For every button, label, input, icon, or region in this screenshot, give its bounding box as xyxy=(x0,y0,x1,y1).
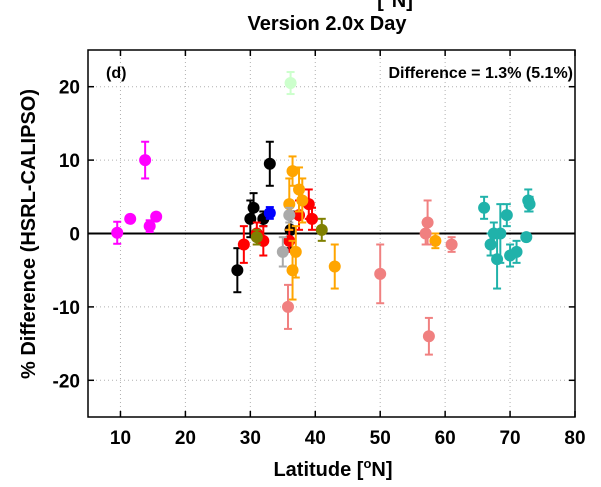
data-point xyxy=(124,212,137,225)
data-point xyxy=(306,212,319,225)
data-point xyxy=(315,223,328,236)
data-point xyxy=(419,227,432,240)
data-point xyxy=(139,154,152,167)
data-point xyxy=(263,157,276,170)
data-series xyxy=(250,217,328,246)
data-point xyxy=(276,245,289,258)
data-point xyxy=(250,231,263,244)
data-point xyxy=(289,245,302,258)
data-point xyxy=(520,231,533,244)
y-tick-label: 0 xyxy=(69,225,80,246)
x-axis-title-sup: o xyxy=(363,456,371,471)
data-point xyxy=(284,77,297,90)
data-point xyxy=(150,210,163,223)
data-series xyxy=(111,140,163,245)
data-series xyxy=(276,206,296,268)
data-point xyxy=(231,264,244,277)
y-axis-title: % Difference (HSRL-CALIPSO) xyxy=(18,89,40,379)
difference-annotation: Difference = 1.3% (5.1%) xyxy=(388,65,573,82)
data-point xyxy=(143,220,156,233)
chart-title-top: [°N] xyxy=(377,0,413,12)
x-tick-label: 60 xyxy=(435,428,456,449)
data-series xyxy=(263,206,276,220)
x-axis-title-tail: N] xyxy=(371,459,392,481)
data-point xyxy=(494,227,507,240)
data-series xyxy=(284,71,297,96)
data-series xyxy=(281,199,458,356)
y-tick-label: -10 xyxy=(53,298,80,319)
data-point xyxy=(510,245,523,258)
x-axis-title: Latitude [oN] xyxy=(273,456,392,481)
data-point xyxy=(422,330,435,343)
chart-title: Version 2.0x Day xyxy=(248,13,408,35)
panel-label: (d) xyxy=(106,65,126,82)
y-tick-label: -20 xyxy=(53,371,80,392)
data-point xyxy=(247,201,260,214)
data-point xyxy=(429,234,442,247)
data-marks xyxy=(111,71,536,356)
x-tick-label: 40 xyxy=(305,428,326,449)
data-point xyxy=(478,201,491,214)
data-series xyxy=(478,188,536,290)
data-point xyxy=(237,238,250,251)
x-tick-label: 10 xyxy=(110,428,131,449)
data-point xyxy=(328,260,341,273)
data-point xyxy=(523,198,536,211)
data-series xyxy=(283,155,442,301)
data-point xyxy=(374,267,387,280)
x-tick-label: 70 xyxy=(499,428,520,449)
y-tick-label: 20 xyxy=(59,78,80,99)
data-point xyxy=(263,206,276,219)
y-tick-label: 10 xyxy=(59,151,80,172)
x-tick-label: 80 xyxy=(564,428,585,449)
x-axis-title-base: Latitude [ xyxy=(273,459,363,481)
data-point xyxy=(296,194,309,207)
data-point xyxy=(111,226,124,239)
data-point xyxy=(281,300,294,313)
x-tick-label: 30 xyxy=(240,428,261,449)
x-tick-label: 50 xyxy=(370,428,391,449)
data-point xyxy=(283,209,296,222)
x-tick-label: 20 xyxy=(175,428,196,449)
data-point xyxy=(445,238,458,251)
data-point xyxy=(500,209,513,222)
ticks: 10 20 30 40 50 60 70 80 -20 -10 0 10 20 xyxy=(53,50,586,449)
